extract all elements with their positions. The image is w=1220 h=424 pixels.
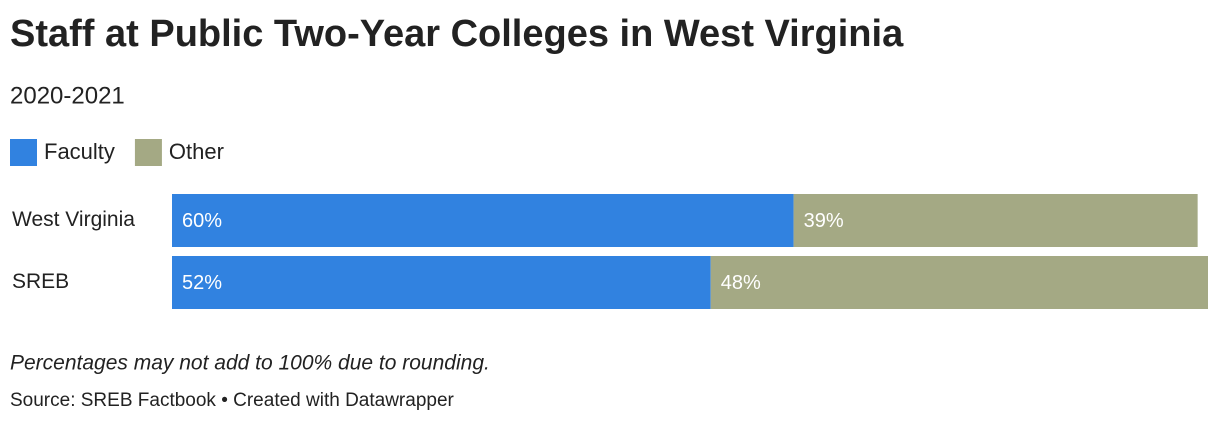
legend-label: Other bbox=[169, 139, 224, 164]
chart-subtitle: 2020-2021 bbox=[10, 82, 125, 109]
bar-segment bbox=[172, 256, 711, 309]
bar-segment bbox=[710, 256, 1208, 309]
bar-segment bbox=[793, 194, 1198, 247]
legend-label: Faculty bbox=[44, 139, 115, 164]
legend-swatch bbox=[134, 139, 162, 166]
data-label: 39% bbox=[804, 210, 844, 232]
y-tick-label: West Virginia bbox=[12, 208, 135, 231]
bar-segment bbox=[172, 194, 794, 247]
data-label: 52% bbox=[182, 272, 222, 294]
chart-title: Staff at Public Two-Year Colleges in Wes… bbox=[10, 13, 904, 55]
y-tick-label: SREB bbox=[12, 270, 69, 293]
legend-swatch bbox=[10, 139, 37, 166]
notes: Percentages may not add to 100% due to r… bbox=[10, 352, 490, 375]
data-label: 48% bbox=[721, 272, 761, 294]
source: Source: SREB Factbook • Created with Dat… bbox=[10, 390, 455, 411]
data-label: 60% bbox=[182, 210, 222, 232]
